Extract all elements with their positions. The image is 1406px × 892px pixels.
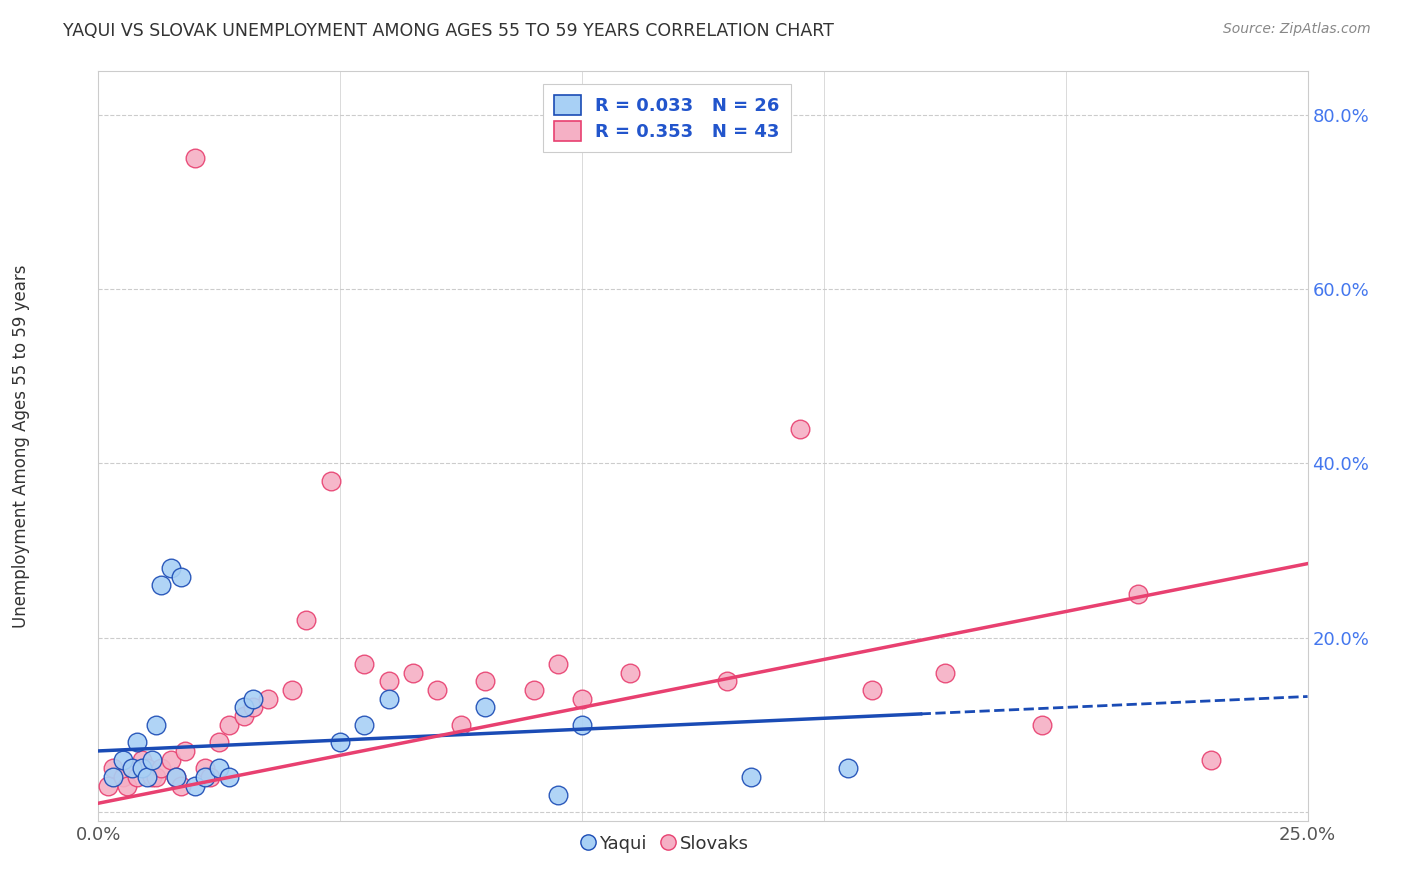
- Point: [242, 700, 264, 714]
- Text: YAQUI VS SLOVAK UNEMPLOYMENT AMONG AGES 55 TO 59 YEARS CORRELATION CHART: YAQUI VS SLOVAK UNEMPLOYMENT AMONG AGES …: [63, 22, 834, 40]
- Point: [135, 770, 157, 784]
- Legend: Yaqui, Slovaks: Yaqui, Slovaks: [578, 828, 755, 860]
- Point: [111, 753, 134, 767]
- Point: [194, 770, 217, 784]
- Point: [281, 682, 304, 697]
- Point: [117, 779, 139, 793]
- Text: Source: ZipAtlas.com: Source: ZipAtlas.com: [1223, 22, 1371, 37]
- Text: Unemployment Among Ages 55 to 59 years: Unemployment Among Ages 55 to 59 years: [13, 264, 30, 628]
- Point: [837, 761, 859, 775]
- Point: [426, 682, 449, 697]
- Point: [218, 770, 240, 784]
- Point: [194, 761, 217, 775]
- Point: [377, 674, 399, 689]
- Point: [145, 718, 167, 732]
- Point: [101, 761, 124, 775]
- Point: [218, 718, 240, 732]
- Point: [97, 779, 120, 793]
- Point: [150, 578, 173, 592]
- Point: [198, 770, 221, 784]
- Point: [450, 718, 472, 732]
- Point: [353, 657, 375, 671]
- Point: [740, 770, 762, 784]
- Point: [101, 770, 124, 784]
- Point: [789, 421, 811, 435]
- Point: [232, 709, 254, 723]
- Point: [160, 753, 183, 767]
- Point: [169, 779, 191, 793]
- Point: [169, 570, 191, 584]
- Point: [174, 744, 197, 758]
- Point: [165, 770, 187, 784]
- Point: [208, 735, 231, 749]
- Point: [377, 691, 399, 706]
- Point: [145, 770, 167, 784]
- Point: [232, 700, 254, 714]
- Point: [319, 474, 342, 488]
- Point: [184, 152, 207, 166]
- Point: [121, 761, 143, 775]
- Point: [353, 718, 375, 732]
- Point: [295, 613, 318, 627]
- Point: [131, 753, 153, 767]
- Point: [208, 761, 231, 775]
- Point: [127, 735, 149, 749]
- Point: [329, 735, 352, 749]
- Point: [547, 657, 569, 671]
- Point: [127, 770, 149, 784]
- Point: [571, 718, 593, 732]
- Point: [571, 691, 593, 706]
- Point: [1031, 718, 1053, 732]
- Point: [141, 753, 163, 767]
- Point: [141, 770, 163, 784]
- Point: [111, 770, 134, 784]
- Point: [1199, 753, 1222, 767]
- Point: [1128, 587, 1150, 601]
- Point: [160, 561, 183, 575]
- Point: [242, 691, 264, 706]
- Point: [131, 761, 153, 775]
- Point: [256, 691, 278, 706]
- Point: [716, 674, 738, 689]
- Point: [619, 665, 641, 680]
- Point: [474, 700, 496, 714]
- Point: [860, 682, 883, 697]
- Point: [135, 761, 157, 775]
- Point: [121, 761, 143, 775]
- Point: [474, 674, 496, 689]
- Point: [934, 665, 956, 680]
- Point: [165, 770, 187, 784]
- Point: [523, 682, 546, 697]
- Point: [184, 779, 207, 793]
- Point: [150, 761, 173, 775]
- Point: [402, 665, 425, 680]
- Point: [547, 788, 569, 802]
